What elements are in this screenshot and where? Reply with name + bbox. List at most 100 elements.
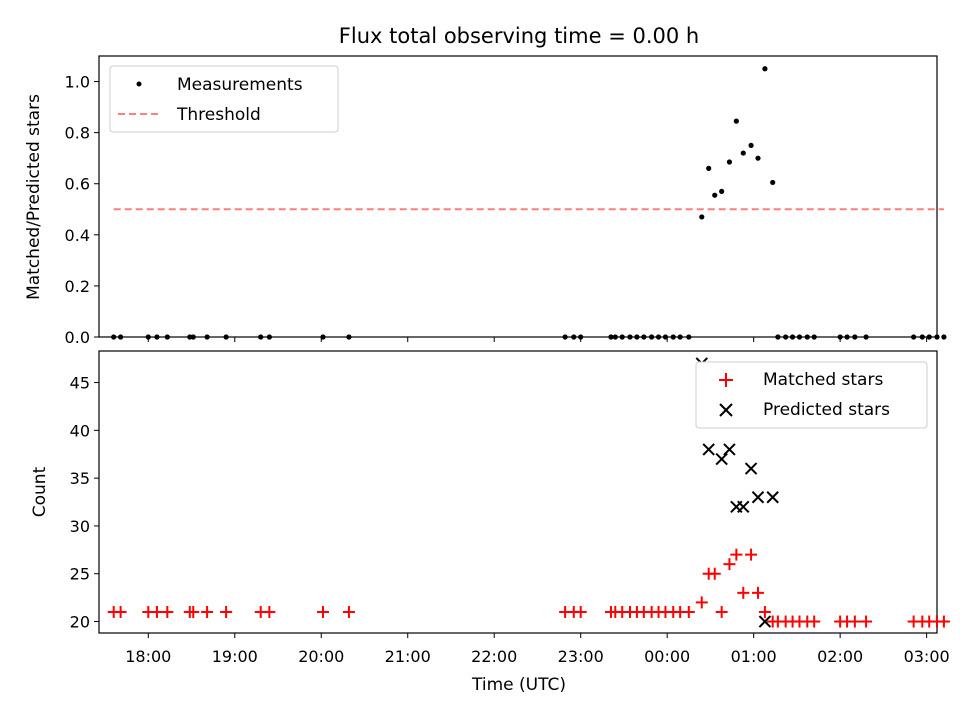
measurement-point (762, 66, 768, 72)
predicted-star-point (702, 443, 715, 456)
measurement-point (919, 334, 925, 340)
measurement-point (562, 334, 568, 340)
predicted-star-stroke (723, 443, 736, 456)
measurement-point (190, 334, 196, 340)
x-axis-label: Time (UTC) (471, 675, 566, 695)
ratio-plot-frame (98, 55, 938, 338)
measurement-point (164, 334, 170, 340)
matched-star-point (342, 605, 355, 618)
matched-star-point (737, 586, 750, 599)
measurement-point (111, 334, 117, 340)
count-plot-legend: Matched stars Predicted stars (695, 361, 928, 429)
predicted-star-stroke (744, 462, 758, 475)
x-tick-label: 19:00 (212, 647, 258, 666)
legend-matched-marker (719, 373, 733, 387)
measurement-point (204, 334, 210, 340)
matched-star-point (114, 605, 127, 618)
y-tick-label: 45 (70, 374, 90, 393)
y-tick-label: 0.4 (65, 226, 90, 245)
measurement-point (748, 142, 754, 149)
measurement-point (677, 334, 683, 340)
ratio-plot-marks (111, 66, 947, 340)
measurement-point (346, 334, 352, 340)
matched-star-point (937, 615, 950, 628)
measurement-point (740, 150, 746, 156)
count-plot-frame (98, 350, 938, 634)
measurement-point (118, 334, 124, 340)
predicted-star-stroke (715, 452, 728, 466)
x-tick-label: 20:00 (298, 647, 344, 666)
matched-star-point (860, 615, 873, 628)
matched-star-point (730, 548, 743, 561)
y-tick-label: 20 (70, 613, 90, 632)
predicted-star-point (751, 491, 765, 504)
matched-star-point (220, 605, 233, 618)
x-tick-label: 00:00 (644, 647, 690, 666)
x-tick-label: 03:00 (904, 647, 950, 666)
predicted-star-stroke (737, 500, 750, 514)
matched-star-point (574, 605, 587, 618)
measurement-point (733, 118, 739, 124)
ratio-plot-y-label: Matched/Predicted stars (24, 94, 44, 300)
legend-box (109, 65, 339, 133)
matched-star-point (682, 605, 695, 618)
y-tick-label: 1.0 (65, 73, 90, 92)
predicted-star-stroke (751, 491, 765, 504)
measurement-point (770, 179, 776, 186)
measurement-point (634, 334, 640, 340)
legend-box (695, 361, 928, 429)
measurement-point (911, 334, 917, 340)
y-tick-label: 40 (70, 421, 90, 440)
count-plot-ticks: 20 25 30 35 40 45 18:00 19:00 20:00 21:00 22:00 23:… (70, 374, 950, 666)
count-plot-marks (107, 357, 950, 628)
x-tick-label: 22:00 (471, 647, 517, 666)
measurement-point (258, 334, 264, 340)
matched-star-point (808, 615, 821, 628)
predicted-star-point (737, 500, 750, 514)
predicted-star-point (723, 443, 736, 456)
chart-title: Flux total observing time = 0.00 h (339, 24, 699, 48)
measurement-point (641, 334, 647, 340)
y-tick-label: 0.0 (65, 328, 90, 347)
predicted-star-stroke (758, 615, 772, 628)
measurement-point (775, 334, 781, 340)
ratio-plot: 0.0 0.2 0.4 0.6 0.8 1.0 Matched/Predicted sta… (24, 55, 947, 347)
measurement-point (726, 159, 733, 165)
y-tick-label: 25 (70, 565, 90, 584)
predicted-star-stroke (766, 491, 779, 504)
x-tick-label: 01:00 (731, 647, 777, 666)
y-tick-label: 35 (70, 469, 90, 488)
matched-star-point (187, 605, 200, 618)
measurement-point (941, 334, 947, 340)
measurement-point (223, 334, 229, 340)
measurement-point (619, 334, 625, 340)
measurement-point (154, 334, 160, 340)
count-plot: 20 25 30 35 40 45 18:00 19:00 20:00 21:00 22:00 23:… (30, 350, 950, 695)
measurement-point (686, 334, 692, 340)
ratio-plot-legend: Measurements Threshold (109, 65, 339, 133)
measurement-point (804, 334, 810, 340)
measurement-point (649, 334, 655, 340)
y-tick-label: 0.8 (65, 124, 90, 143)
matched-star-point (848, 615, 861, 628)
matched-star-point (758, 605, 771, 618)
matched-star-point (715, 605, 728, 618)
measurement-point (796, 334, 803, 340)
legend-matched-label: Matched stars (763, 370, 883, 390)
measurement-point (844, 334, 850, 340)
legend-threshold-label: Threshold (176, 105, 261, 125)
matched-star-point (161, 605, 174, 618)
measurement-point (578, 334, 584, 340)
measurement-point (266, 334, 272, 340)
y-tick-label: 0.2 (65, 277, 90, 296)
measurement-point (608, 334, 614, 340)
y-tick-label: 30 (70, 517, 90, 536)
measurement-point (712, 192, 718, 198)
measurement-point (811, 334, 817, 340)
legend-measurements-marker (136, 81, 142, 87)
legend-predicted-marker (719, 403, 733, 417)
predicted-star-stroke (702, 443, 715, 456)
matched-star-point (263, 605, 276, 618)
matched-star-point (751, 586, 764, 599)
